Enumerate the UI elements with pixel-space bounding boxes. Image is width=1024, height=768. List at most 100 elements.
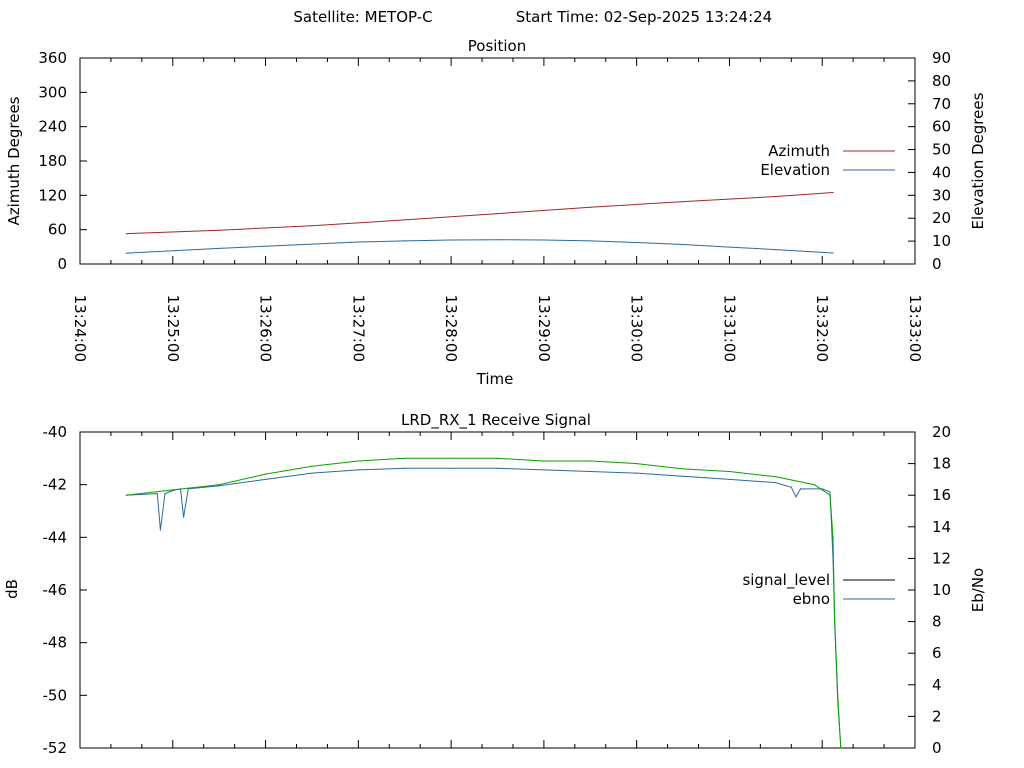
position-x-tick-label: 13:30:00: [628, 295, 646, 362]
ebno-line-point: [636, 472, 638, 474]
azimuth-line-point: [682, 201, 684, 203]
position-y2-tick-label: 0: [932, 255, 942, 273]
ebno-line-point: [795, 496, 797, 498]
position-legend: Azimuth Elevation: [760, 142, 895, 179]
signal-level-line-point: [728, 470, 731, 473]
ebno-line-point: [496, 467, 499, 469]
ebno-line-point: [682, 475, 684, 477]
position-y2-tick-label: 10: [932, 232, 951, 250]
signal-y2-tick-label: 20: [932, 423, 951, 441]
signal-legend: signal_level ebno: [742, 571, 895, 608]
signal-level-line-point: [357, 460, 359, 462]
signal-y2-tick-label: 6: [932, 644, 942, 662]
signal-y2-tick-label: 14: [932, 518, 951, 536]
position-x-tick-label: 13:24:00: [71, 295, 89, 362]
signal-y2-tick-label: 12: [932, 549, 951, 567]
signal-level-line-point: [218, 484, 220, 486]
elevation-line-point: [496, 239, 499, 241]
azimuth-line-point: [496, 213, 499, 215]
ebno-line-point: [829, 491, 831, 493]
signal-y2-tick-label: 4: [932, 676, 942, 694]
legend-label-azimuth: Azimuth: [768, 142, 830, 160]
elevation-line-point: [404, 240, 406, 242]
ebno-line-point: [265, 478, 267, 480]
signal-y-tick-label: -50: [43, 686, 68, 704]
signal-level-line: [126, 457, 842, 749]
ebno-line-point: [589, 470, 591, 473]
signal-level-line-point: [404, 457, 406, 459]
ebno-line-point: [156, 493, 158, 495]
signal-y-tick-label: -40: [43, 423, 68, 441]
position-y2-tick-label: 40: [932, 163, 951, 181]
ebno-line-point: [311, 472, 313, 474]
position-y-tick-label: 0: [57, 255, 67, 273]
signal-level-line-point: [543, 460, 545, 462]
position-y-axis-label: Azimuth Degrees: [5, 96, 23, 225]
position-y2-tick-label: 60: [932, 118, 951, 136]
position-x-tick-label: 13:33:00: [906, 295, 924, 362]
signal-y-tick-label: -42: [43, 476, 68, 494]
signal-level-line-point: [832, 536, 834, 538]
elevation-line-point: [682, 243, 684, 246]
elevation-line-point: [636, 241, 638, 244]
position-x-axis-label: Time: [476, 370, 514, 388]
signal-level-line-point: [837, 694, 839, 696]
azimuth-line: [126, 192, 834, 235]
signal-y-axis-label: dB: [3, 579, 21, 599]
legend-label-signal-level: signal_level: [742, 571, 830, 590]
position-x-tick-label: 13:32:00: [813, 295, 831, 362]
azimuth-line-point: [832, 191, 834, 194]
signal-level-line-point: [450, 457, 452, 459]
signal-level-line-point: [775, 476, 777, 478]
azimuth-line-point: [125, 233, 127, 235]
elevation-line-point: [218, 247, 220, 249]
signal-y2-tick-label: 2: [932, 707, 942, 725]
signal-y-tick-label: -46: [43, 581, 68, 599]
ebno-line: [126, 467, 842, 749]
position-x-tick-label: 13:31:00: [720, 295, 738, 362]
position-y2-tick-label: 50: [932, 141, 951, 159]
position-y2-tick-label: 70: [932, 95, 951, 113]
signal-y2-tick-label: 0: [932, 739, 942, 757]
position-y-tick-label: 180: [38, 152, 67, 170]
azimuth-line-point: [404, 219, 406, 221]
ebno-line-point: [728, 478, 731, 480]
ebno-line-point: [159, 529, 161, 531]
ebno-line-point: [543, 469, 545, 471]
position-y2-axis-label: Elevation Degrees: [969, 92, 987, 229]
ebno-line-point: [775, 482, 777, 484]
signal-y2-tick-label: 16: [932, 486, 951, 504]
ebno-line-point: [357, 469, 359, 471]
position-x-tick-label: 13:29:00: [535, 295, 553, 362]
elevation-line-point: [832, 252, 834, 254]
position-y-tick-label: 300: [38, 83, 67, 101]
azimuth-line-point: [589, 206, 591, 208]
position-chart-title: Position: [468, 37, 526, 55]
elevation-line: [126, 239, 834, 254]
position-x-tick-label: 13:25:00: [164, 295, 182, 362]
signal-level-line-point: [311, 465, 313, 467]
ebno-line-point: [790, 486, 792, 488]
azimuth-line-point: [311, 225, 313, 227]
satellite-label: Satellite: METOP-C: [293, 8, 432, 26]
signal-level-line-point: [813, 484, 816, 486]
signal-y-tick-label: -52: [43, 739, 68, 757]
elevation-line-point: [357, 241, 359, 243]
position-y2-tick-label: 20: [932, 209, 951, 227]
signal-level-line-point: [589, 460, 591, 462]
signal-level-line-point: [840, 747, 842, 749]
signal-level-line-point: [125, 494, 127, 496]
signal-y2-axis-label: Eb/No: [969, 568, 987, 612]
start-time-label: Start Time: 02-Sep-2025 13:24:24: [516, 8, 772, 26]
position-y2-tick-label: 80: [932, 72, 951, 90]
elevation-line-point: [543, 239, 545, 241]
position-x-tick-label: 13:26:00: [257, 295, 275, 362]
elevation-line-point: [311, 243, 313, 245]
legend-label-elevation: Elevation: [760, 161, 830, 179]
elevation-line-point: [125, 252, 127, 254]
position-chart: Position Time Azimuth Degrees Elevation …: [5, 37, 987, 388]
position-y-tick-label: 120: [38, 186, 67, 204]
position-y2-tick-label: 30: [932, 186, 951, 204]
signal-level-line-point: [636, 463, 638, 465]
signal-y-tick-label: -44: [43, 528, 68, 546]
